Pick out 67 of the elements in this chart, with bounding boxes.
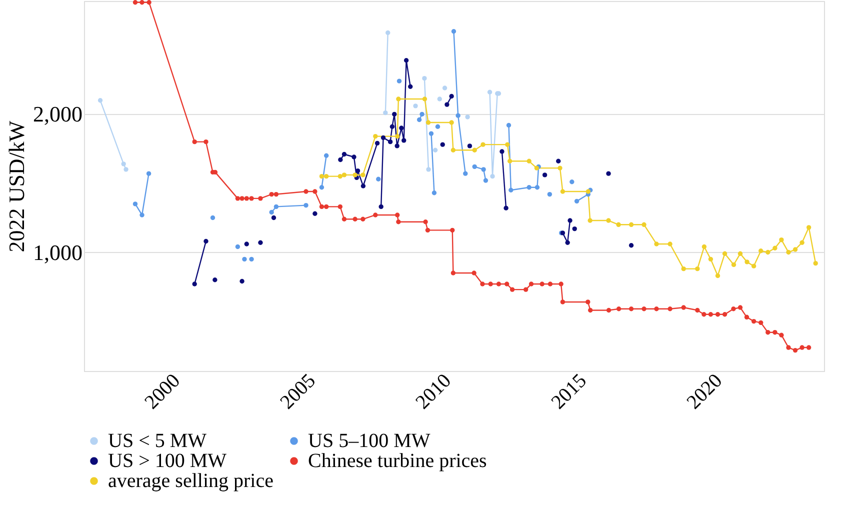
y-axis-title: 2022 USD/kW <box>4 120 29 252</box>
legend-label: average selling price <box>108 470 274 492</box>
point <box>628 222 634 227</box>
legend-label: US 5–100 MW <box>308 430 430 452</box>
point <box>352 154 356 160</box>
point <box>715 273 720 278</box>
y-tick-label: 1,000 <box>33 240 82 265</box>
point <box>373 134 378 139</box>
legend-label: US < 5 MW <box>108 430 207 452</box>
point <box>420 112 424 117</box>
y-tick-label: 2,000 <box>33 102 82 127</box>
point <box>574 198 580 204</box>
point <box>338 157 343 162</box>
point <box>342 172 347 178</box>
point <box>558 166 562 170</box>
point <box>449 94 454 99</box>
point <box>786 250 791 255</box>
point <box>192 282 197 286</box>
point <box>586 189 591 194</box>
legend-label: US > 100 MW <box>108 450 227 472</box>
point <box>342 152 347 157</box>
point <box>472 164 477 170</box>
point <box>338 174 342 179</box>
point <box>758 248 764 254</box>
point <box>606 218 611 223</box>
point <box>792 247 798 252</box>
point <box>731 262 736 268</box>
point <box>444 102 450 107</box>
point <box>352 172 358 178</box>
point <box>481 167 486 172</box>
point <box>450 148 456 152</box>
point <box>456 113 460 118</box>
point <box>772 246 778 250</box>
point <box>681 266 686 272</box>
point <box>355 168 360 174</box>
point <box>483 178 488 183</box>
point <box>451 29 456 34</box>
point <box>204 238 208 244</box>
point <box>642 222 646 227</box>
point <box>668 242 672 246</box>
point <box>813 260 818 266</box>
point <box>738 251 743 256</box>
point <box>702 244 707 250</box>
point <box>449 120 454 125</box>
point <box>360 172 366 178</box>
point <box>416 117 422 122</box>
point <box>751 264 756 268</box>
point <box>616 222 621 227</box>
point <box>779 238 784 242</box>
point <box>374 140 380 146</box>
point <box>480 142 486 147</box>
point <box>695 266 700 272</box>
point <box>463 171 468 176</box>
point <box>472 148 477 152</box>
point <box>560 189 566 194</box>
point <box>490 174 495 179</box>
point <box>708 256 714 262</box>
point <box>800 240 804 245</box>
point <box>588 218 592 223</box>
point <box>360 184 366 188</box>
legend-label: Chinese turbine prices <box>308 450 488 472</box>
point <box>654 242 659 246</box>
point <box>806 225 812 230</box>
point <box>722 251 728 256</box>
point <box>744 260 750 264</box>
point <box>766 250 770 255</box>
point <box>487 90 492 94</box>
